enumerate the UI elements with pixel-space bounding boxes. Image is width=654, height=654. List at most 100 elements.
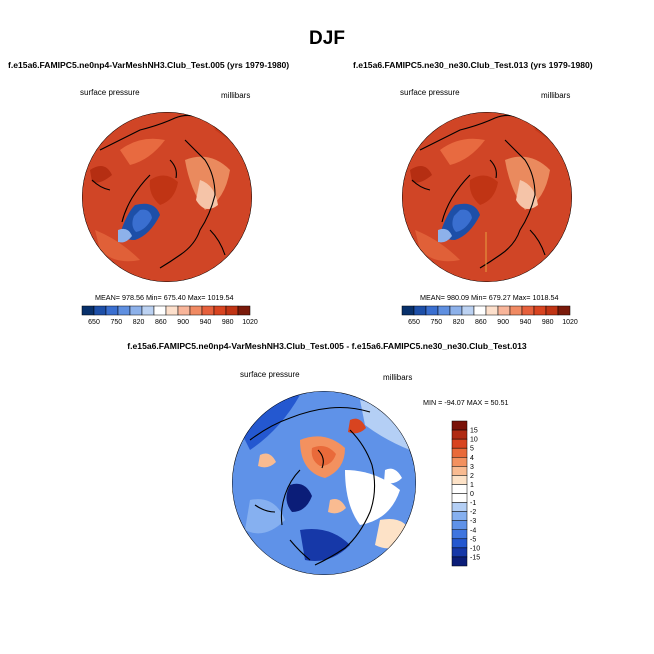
colorbar-2-swatch [521, 305, 535, 316]
colorbar-3-swatch [451, 493, 468, 503]
colorbar-2-tick-label: 820 [453, 319, 465, 326]
colorbar-3-swatch [451, 502, 468, 512]
map1-coastlines [91, 114, 226, 269]
colorbar-1-tick-label: 940 [200, 319, 212, 326]
colorbar-3-swatch [451, 420, 468, 431]
colorbar-1-swatch [141, 305, 155, 316]
colorbar-3-tick-label: -3 [470, 518, 476, 525]
colorbar-2-swatch [485, 305, 499, 316]
colorbar-3-swatch [451, 511, 468, 521]
colorbar-2-swatch [545, 305, 559, 316]
panel1-title: f.e15a6.FAMIPC5.ne0np4-VarMeshNH3.Club_T… [8, 60, 290, 70]
colorbar-3-tick-label: 15 [470, 428, 478, 435]
panel3-units-label: millibars [383, 373, 413, 382]
panel3-stats: MIN = -94.07 MAX = 50.51 [423, 398, 509, 407]
colorbar-2-swatch [425, 305, 439, 316]
colorbar-3-tick-label: 0 [470, 491, 474, 498]
colorbar-1-swatch [153, 305, 167, 316]
map1-field [90, 112, 252, 262]
colorbar-2: 650 750 820 860 900 940 980 1020 [401, 305, 578, 326]
colorbar-1-swatch [129, 305, 143, 316]
colorbar-3-tick-label: 1 [470, 482, 474, 489]
colorbar-2-swatch [509, 305, 523, 316]
colorbar-3-swatch [451, 447, 468, 458]
panel1-variable-label: surface pressure [80, 88, 140, 97]
map3-coastlines [249, 406, 376, 566]
map3-base [232, 391, 416, 575]
colorbar-3-swatch [451, 475, 468, 485]
colorbar-2-swatch [557, 305, 571, 316]
colorbar-1-tick-label: 820 [133, 319, 145, 326]
colorbar-3-swatch [451, 466, 468, 476]
colorbar-1-tick-label: 650 [88, 319, 100, 326]
map3 [232, 391, 416, 575]
colorbar-3-tick-label: -4 [470, 527, 476, 534]
colorbar-1-tick-label: 980 [222, 319, 234, 326]
colorbar-3-swatch [451, 547, 468, 558]
colorbar-1-swatch [81, 305, 95, 316]
panel3-title: f.e15a6.FAMIPC5.ne0np4-VarMeshNH3.Club_T… [127, 341, 527, 351]
colorbar-2-swatch [533, 305, 547, 316]
colorbar-2-swatch [461, 305, 475, 316]
colorbar-1-tick-label: 750 [110, 319, 122, 326]
colorbar-3-swatch [451, 457, 468, 467]
colorbar-2-tick-label: 980 [542, 319, 554, 326]
panel2-units-label: millibars [541, 91, 571, 100]
map1 [82, 112, 252, 282]
colorbar-1: 650 750 820 860 900 940 980 1020 [81, 305, 258, 326]
colorbar-2-tick-label: 1020 [562, 319, 578, 326]
colorbar-1-swatch [213, 305, 227, 316]
colorbar-2-tick-label: 750 [430, 319, 442, 326]
colorbar-3-swatch [451, 529, 468, 540]
map2 [402, 112, 572, 282]
colorbar-3-swatch [451, 438, 468, 449]
colorbar-1-swatch [201, 305, 215, 316]
panel3-variable-label: surface pressure [240, 370, 300, 379]
colorbar-2-tick-label: 650 [408, 319, 420, 326]
colorbar-1-tick-label: 1020 [242, 319, 258, 326]
colorbar-3-swatch [451, 538, 468, 549]
colorbar-2-swatch [449, 305, 463, 316]
colorbar-2-swatch [413, 305, 427, 316]
colorbar-3-swatch [451, 556, 468, 567]
colorbar-1-swatch [105, 305, 119, 316]
panel1-units-label: millibars [221, 91, 251, 100]
colorbar-1-swatch [117, 305, 131, 316]
colorbar-2-tick-label: 900 [497, 319, 509, 326]
colorbar-2-swatch [473, 305, 487, 316]
panel1-stats: MEAN= 978.56 Min= 675.40 Max= 1019.54 [95, 293, 234, 302]
colorbar-3-tick-label: 10 [470, 437, 478, 444]
page-title: DJF [309, 28, 345, 49]
colorbar-2-tick-label: 860 [475, 319, 487, 326]
colorbar-1-swatch [165, 305, 179, 316]
colorbar-3-tick-label: 5 [470, 446, 474, 453]
map3-field [240, 395, 412, 561]
colorbar-3-tick-label: 2 [470, 473, 474, 480]
colorbar-1-swatch [225, 305, 239, 316]
panel2-variable-label: surface pressure [400, 88, 460, 97]
colorbar-3-tick-label: -1 [470, 500, 476, 507]
colorbar-3-swatch [451, 484, 468, 494]
colorbar-3-tick-label: 4 [470, 455, 474, 462]
colorbar-2-tick-label: 940 [520, 319, 532, 326]
colorbar-2-swatch [401, 305, 415, 316]
colorbar-3-tick-label: -2 [470, 509, 476, 516]
colorbar-1-swatch [189, 305, 203, 316]
colorbar-2-swatch [437, 305, 451, 316]
colorbar-3-tick-label: 3 [470, 464, 474, 471]
panel2-title: f.e15a6.FAMIPC5.ne30_ne30.Club_Test.013 … [353, 60, 593, 70]
colorbar-3-swatch [451, 520, 468, 530]
colorbar-1-swatch [177, 305, 191, 316]
colorbar-3-swatch [451, 429, 468, 440]
colorbar-1-tick-label: 900 [177, 319, 189, 326]
colorbar-2-swatch [497, 305, 511, 316]
colorbar-3-tick-label: -15 [470, 554, 480, 561]
colorbar-3-tick-label: -10 [470, 545, 480, 552]
colorbar-1-swatch [237, 305, 251, 316]
colorbar-1-swatch [93, 305, 107, 316]
colorbar-1-tick-label: 860 [155, 319, 167, 326]
colorbar-3-tick-label: -5 [470, 536, 476, 543]
panel2-stats: MEAN= 980.09 Min= 679.27 Max= 1018.54 [420, 293, 559, 302]
